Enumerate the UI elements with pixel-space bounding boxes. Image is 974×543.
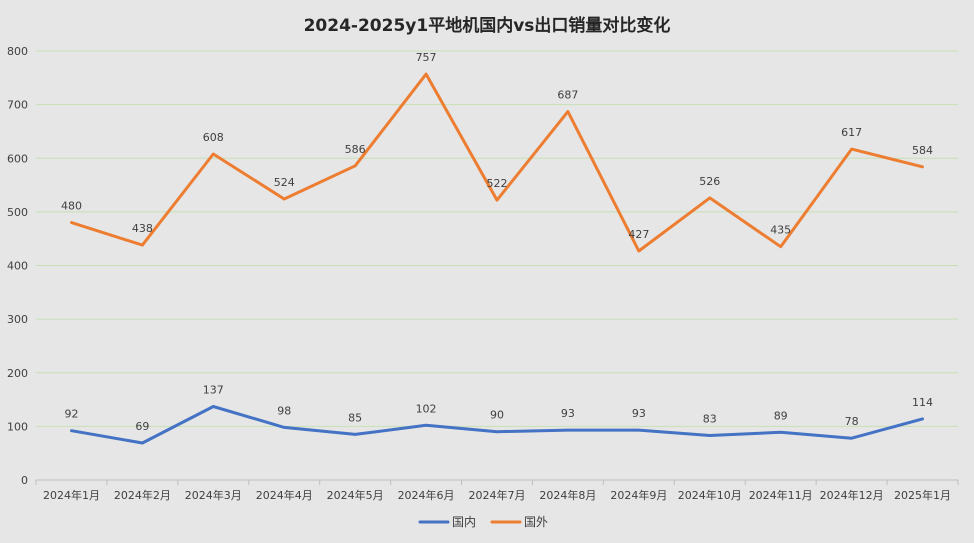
x-tick-label: 2024年1月	[43, 488, 100, 502]
data-label: 617	[841, 126, 862, 139]
x-tick-label: 2024年7月	[469, 488, 526, 502]
data-label: 608	[203, 131, 224, 144]
data-label: 586	[345, 143, 366, 156]
x-tick-label: 2024年3月	[185, 488, 242, 502]
data-label: 78	[845, 415, 859, 428]
data-label: 85	[348, 411, 362, 424]
x-tick-label: 2025年1月	[894, 488, 951, 502]
data-label: 435	[770, 224, 791, 237]
y-tick-label: 300	[7, 313, 28, 326]
legend-label: 国内	[452, 515, 476, 529]
data-label: 114	[912, 396, 933, 409]
data-label: 93	[632, 407, 646, 420]
y-tick-label: 800	[7, 45, 28, 58]
y-tick-label: 400	[7, 260, 28, 273]
data-label: 89	[774, 409, 788, 422]
gridlines	[36, 50, 958, 481]
y-tick-label: 200	[7, 367, 28, 380]
x-tick-label: 2024年11月	[749, 488, 813, 502]
y-tick-label: 0	[21, 474, 28, 487]
y-tick-label: 500	[7, 206, 28, 219]
data-label: 524	[274, 176, 295, 189]
y-axis-ticks: 0 100 200 300 400 500 600 700 800	[7, 45, 28, 487]
chart-title: 2024-2025y1平地机国内vs出口销量对比变化	[304, 15, 671, 36]
x-tick-label: 2024年10月	[678, 488, 742, 502]
data-label: 480	[61, 200, 82, 213]
data-label: 687	[557, 89, 578, 102]
data-label: 69	[135, 420, 149, 433]
series-line-export	[70, 72, 924, 253]
y-tick-label: 700	[7, 99, 28, 112]
series-line-domestic	[70, 405, 924, 445]
y-tick-label: 600	[7, 152, 28, 165]
data-label: 92	[64, 408, 78, 421]
data-label: 90	[490, 409, 504, 422]
x-tick-label: 2024年4月	[256, 488, 313, 502]
y-tick-label: 100	[7, 420, 28, 433]
x-tick-label: 2024年8月	[539, 488, 596, 502]
data-label: 102	[416, 402, 437, 415]
data-label: 93	[561, 407, 575, 420]
data-label: 438	[132, 222, 153, 235]
legend-label: 国外	[524, 515, 548, 529]
x-tick-label: 2024年5月	[327, 488, 384, 502]
data-label: 522	[487, 177, 508, 190]
x-tick-label: 2024年9月	[610, 488, 667, 502]
data-label: 584	[912, 144, 933, 157]
data-label: 98	[277, 404, 291, 417]
data-label: 137	[203, 384, 224, 397]
legend: 国内 国外	[418, 515, 548, 529]
data-label: 83	[703, 412, 717, 425]
data-label: 427	[628, 228, 649, 241]
data-label: 526	[699, 175, 720, 188]
x-tick-label: 2024年6月	[398, 488, 455, 502]
x-axis-ticks: 2024年1月 2024年2月 2024年3月 2024年4月 2024年5月 2024年…	[35, 480, 959, 502]
data-label: 757	[416, 51, 437, 64]
x-tick-label: 2024年2月	[114, 488, 171, 502]
data-labels: 92 69 137 98 85 102 90 93 93 83 89 78 114 480 438 608 52…	[61, 51, 933, 433]
x-tick-label: 2024年12月	[820, 488, 884, 502]
series-group	[70, 72, 924, 445]
